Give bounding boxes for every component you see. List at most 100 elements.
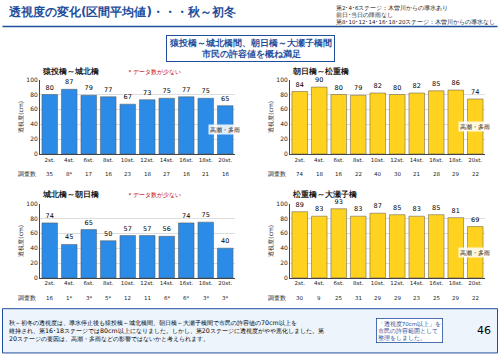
svg-text:30: 30 [296, 295, 303, 301]
svg-text:16st.: 16st. [179, 280, 193, 286]
svg-text:6st.: 6st. [334, 280, 345, 286]
svg-text:16: 16 [222, 171, 229, 177]
svg-text:11: 11 [144, 295, 151, 301]
svg-text:調査数: 調査数 [18, 294, 36, 301]
svg-text:3*: 3* [203, 295, 209, 301]
svg-text:朝日橋～松重橋: 朝日橋～松重橋 [292, 67, 350, 76]
svg-text:6*: 6* [164, 295, 170, 301]
svg-text:83: 83 [354, 205, 362, 213]
svg-text:20st.: 20st. [218, 157, 232, 163]
svg-text:高潮・多雨: 高潮・多雨 [460, 123, 490, 130]
svg-text:8st.: 8st. [103, 157, 114, 163]
svg-text:80: 80 [30, 91, 38, 98]
svg-text:6st.: 6st. [84, 157, 95, 163]
svg-text:4st.: 4st. [64, 157, 75, 163]
svg-text:10st.: 10st. [121, 157, 135, 163]
svg-text:82: 82 [413, 82, 421, 90]
svg-text:16: 16 [183, 171, 190, 177]
svg-text:4st.: 4st. [64, 280, 75, 286]
svg-text:8*: 8* [66, 171, 72, 177]
svg-text:83: 83 [315, 205, 323, 213]
svg-text:74: 74 [296, 171, 303, 177]
svg-text:12st.: 12st. [390, 280, 404, 286]
svg-text:40: 40 [30, 244, 38, 251]
svg-text:透視度(cm): 透視度(cm) [17, 101, 24, 133]
svg-text:65: 65 [85, 219, 93, 227]
svg-text:3*: 3* [222, 295, 228, 301]
svg-text:77: 77 [182, 86, 190, 94]
svg-text:29: 29 [374, 295, 381, 301]
svg-text:45: 45 [65, 233, 73, 241]
svg-text:6st.: 6st. [334, 157, 345, 163]
svg-text:松重橋～大瀬子橋: 松重橋～大瀬子橋 [292, 190, 358, 199]
svg-text:85: 85 [432, 80, 440, 88]
svg-text:83: 83 [413, 205, 421, 213]
svg-text:57: 57 [124, 225, 132, 233]
svg-text:＊データ数が少ない: ＊データ数が少ない [127, 68, 181, 76]
svg-text:9: 9 [317, 295, 321, 301]
svg-text:8st.: 8st. [353, 157, 364, 163]
svg-text:18st.: 18st. [199, 157, 213, 163]
svg-text:93: 93 [335, 198, 343, 206]
svg-text:3*: 3* [86, 295, 92, 301]
svg-text:74: 74 [182, 212, 190, 220]
svg-text:60: 60 [280, 105, 288, 112]
svg-text:22: 22 [472, 295, 479, 301]
svg-text:18st.: 18st. [449, 280, 463, 286]
svg-text:14st.: 14st. [160, 280, 174, 286]
svg-text:75: 75 [163, 87, 171, 95]
svg-text:23: 23 [413, 295, 420, 301]
svg-text:12st.: 12st. [140, 157, 154, 163]
svg-text:77: 77 [104, 86, 112, 94]
svg-text:30: 30 [394, 171, 401, 177]
svg-text:2st.: 2st. [45, 157, 56, 163]
svg-text:80: 80 [30, 215, 38, 222]
svg-text:18: 18 [316, 171, 323, 177]
svg-text:90: 90 [315, 76, 323, 84]
svg-text:20: 20 [280, 259, 288, 266]
svg-text:調査数: 調査数 [18, 170, 36, 177]
svg-text:46: 46 [477, 324, 491, 337]
svg-text:86: 86 [452, 79, 460, 87]
svg-text:81: 81 [452, 207, 460, 215]
svg-text:60: 60 [30, 105, 38, 112]
svg-text:第2･4･6ステージ：木曽川からの導水あり前日･当日の降雨な: 第2･4･6ステージ：木曽川からの導水あり前日･当日の降雨なし第8･10･12･… [336, 4, 496, 26]
svg-text:27: 27 [163, 171, 170, 177]
svg-text:74: 74 [46, 212, 54, 220]
svg-text:14st.: 14st. [410, 280, 424, 286]
svg-text:猿投橋～城北橋間、朝日橋～大瀬子橋間市民の許容値を概ね満足: 猿投橋～城北橋間、朝日橋～大瀬子橋間市民の許容値を概ね満足 [169, 38, 332, 59]
svg-text:「透視度70cm以上」を市民の許容範囲として整理をしました。: 「透視度70cm以上」を市民の許容範囲として整理をしました。 [378, 320, 441, 341]
svg-text:18st.: 18st. [199, 280, 213, 286]
svg-text:21: 21 [413, 171, 420, 177]
svg-text:22: 22 [355, 171, 362, 177]
svg-text:透視度(cm): 透視度(cm) [267, 225, 274, 257]
svg-text:4st.: 4st. [314, 157, 325, 163]
svg-text:調査数: 調査数 [268, 170, 286, 177]
svg-text:21: 21 [202, 171, 209, 177]
svg-text:＊データ数が少ない: ＊データ数が少ない [127, 191, 181, 199]
svg-text:100: 100 [26, 76, 38, 83]
svg-text:18st.: 18st. [449, 157, 463, 163]
svg-text:透視度(cm): 透視度(cm) [17, 225, 24, 257]
svg-text:40: 40 [221, 237, 229, 245]
svg-text:56: 56 [163, 225, 171, 233]
svg-text:100: 100 [26, 200, 38, 207]
svg-text:50: 50 [104, 230, 112, 238]
svg-text:89: 89 [296, 201, 304, 209]
svg-text:25: 25 [335, 295, 342, 301]
svg-text:16: 16 [335, 171, 342, 177]
svg-text:28: 28 [433, 171, 440, 177]
svg-text:23: 23 [124, 171, 131, 177]
svg-text:35: 35 [46, 171, 53, 177]
svg-text:80: 80 [393, 84, 401, 92]
svg-text:10st.: 10st. [371, 157, 385, 163]
svg-text:4st.: 4st. [314, 280, 325, 286]
svg-text:85: 85 [393, 204, 401, 212]
svg-text:16: 16 [46, 295, 53, 301]
svg-text:79: 79 [354, 84, 362, 92]
svg-text:57: 57 [143, 225, 151, 233]
svg-text:城北橋～朝日橋: 城北橋～朝日橋 [42, 190, 100, 199]
svg-text:高潮・多雨: 高潮・多雨 [210, 126, 240, 133]
svg-text:69: 69 [471, 216, 479, 224]
svg-text:31: 31 [355, 295, 362, 301]
